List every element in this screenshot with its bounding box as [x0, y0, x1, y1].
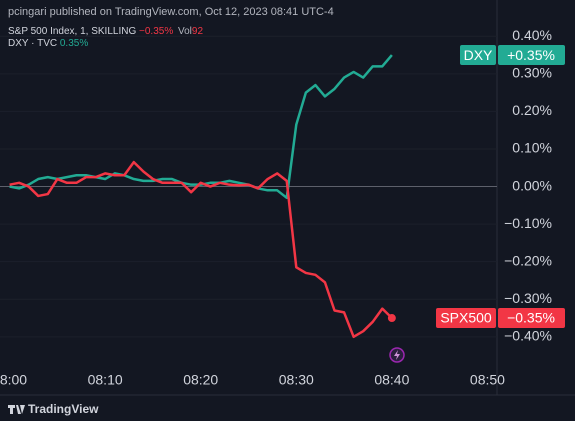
legend-change: 0.35% [60, 38, 88, 49]
x-tick-label: 08:30 [279, 372, 314, 388]
series-line [9, 160, 393, 339]
x-tick-label: 08:40 [374, 372, 409, 388]
price-tag-value-bg [498, 308, 565, 329]
price-tag-value-bg [498, 45, 565, 66]
y-tick-label: 0.30% [512, 65, 552, 81]
brand: TradingView [28, 402, 99, 416]
plot-area [0, 35, 497, 339]
brand-logo[interactable]: TradingView [8, 402, 99, 416]
price-tag-name-bg [460, 45, 496, 66]
y-tick-label: −0.20% [504, 252, 552, 268]
price-tag-name-bg [436, 308, 496, 329]
price-tag-name: DXY [464, 47, 493, 63]
y-tick-label: 0.00% [512, 177, 552, 193]
price-tag: SPX500 −0.35% [436, 308, 565, 329]
event-icon[interactable] [389, 347, 405, 363]
header: pcingari published on TradingView.com, O… [8, 6, 334, 18]
x-tick-label: 08:20 [183, 372, 218, 388]
price-tag: DXY +0.35% [460, 45, 565, 66]
y-tick-label: −0.40% [504, 328, 552, 344]
y-tick-label: 0.20% [512, 102, 552, 118]
series-line [9, 54, 393, 200]
y-tick-label: −0.30% [504, 290, 552, 306]
end-dot [387, 314, 396, 323]
x-tick-label: 08:50 [470, 372, 505, 388]
legend-change: −0.35% [139, 26, 173, 37]
legend-name: S&P 500 Index, 1, SKILLING [8, 26, 136, 37]
y-tick-label: 0.10% [512, 140, 552, 156]
price-tag-value: +0.35% [507, 47, 555, 63]
y-tick-label: 0.40% [512, 27, 552, 43]
legend-volume: 92 [192, 26, 204, 37]
legend-spx: S&P 500 Index, 1, SKILLING −0.35% Vol92 [8, 26, 203, 37]
x-tick-label: 08:10 [88, 372, 123, 388]
legend-dxy: DXY · TVC 0.35% [8, 38, 88, 49]
price-tag-name: SPX500 [440, 310, 492, 326]
legend-volume-label: Vol [178, 26, 192, 37]
legend-name: DXY · TVC [8, 38, 57, 49]
y-tick-label: −0.10% [504, 215, 552, 231]
x-tick-label: 08:00 [0, 372, 27, 388]
price-tag-value: −0.35% [507, 310, 555, 326]
